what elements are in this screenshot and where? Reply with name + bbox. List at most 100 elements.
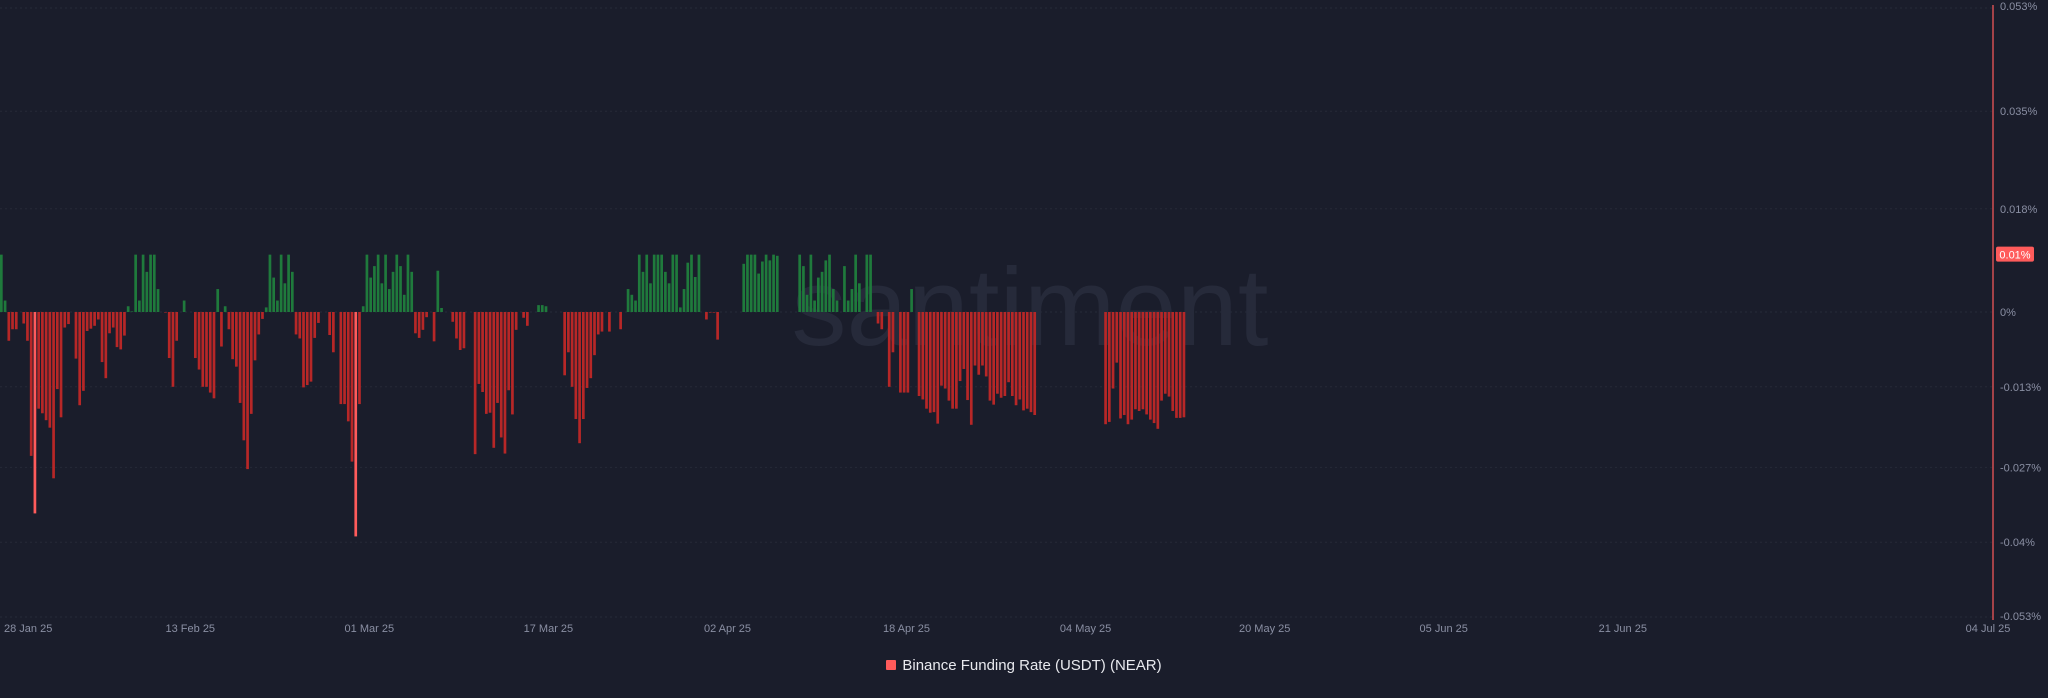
funding-rate-bar[interactable]	[93, 312, 96, 326]
funding-rate-bar[interactable]	[149, 254, 152, 312]
funding-rate-bar[interactable]	[391, 271, 395, 312]
funding-rate-bar[interactable]	[962, 312, 966, 369]
funding-rate-bar[interactable]	[212, 312, 216, 399]
funding-rate-bar[interactable]	[928, 312, 932, 413]
funding-rate-bar[interactable]	[1141, 312, 1145, 410]
funding-rate-bar[interactable]	[880, 312, 884, 330]
funding-rate-bar[interactable]	[761, 261, 764, 312]
funding-rate-bar[interactable]	[809, 254, 813, 312]
funding-rate-bar[interactable]	[835, 300, 839, 312]
funding-rate-bar[interactable]	[11, 312, 14, 330]
funding-rate-bar[interactable]	[526, 312, 529, 326]
funding-rate-bar[interactable]	[1137, 312, 1141, 411]
funding-rate-bar[interactable]	[503, 312, 507, 454]
funding-rate-bar[interactable]	[660, 254, 663, 312]
funding-rate-bar[interactable]	[570, 312, 574, 387]
funding-rate-bar[interactable]	[630, 294, 634, 312]
funding-rate-bar[interactable]	[302, 312, 305, 388]
funding-rate-bar[interactable]	[59, 312, 63, 418]
funding-rate-bar[interactable]	[943, 312, 947, 389]
funding-rate-bar[interactable]	[984, 312, 988, 377]
funding-rate-bar[interactable]	[242, 312, 246, 441]
funding-rate-bar[interactable]	[7, 312, 11, 341]
funding-rate-bar[interactable]	[1115, 312, 1119, 363]
funding-rate-bar[interactable]	[332, 312, 335, 353]
funding-rate-bar[interactable]	[1003, 312, 1007, 397]
funding-rate-bar[interactable]	[1160, 312, 1163, 401]
funding-rate-bar[interactable]	[343, 312, 346, 405]
funding-rate-bar[interactable]	[511, 312, 514, 415]
funding-rate-bar[interactable]	[484, 312, 488, 414]
funding-rate-bar[interactable]	[753, 254, 757, 312]
funding-rate-bar[interactable]	[384, 254, 387, 312]
funding-rate-bar[interactable]	[227, 312, 231, 330]
chart-legend[interactable]: Binance Funding Rate (USDT) (NEAR)	[0, 656, 2048, 676]
funding-rate-bar[interactable]	[130, 311, 134, 312]
funding-rate-bar[interactable]	[26, 312, 29, 341]
funding-rate-bar[interactable]	[317, 312, 320, 323]
funding-rate-bar[interactable]	[272, 277, 276, 312]
funding-rate-bar[interactable]	[175, 312, 179, 341]
funding-rate-bar[interactable]	[708, 312, 712, 313]
funding-rate-bar[interactable]	[138, 300, 141, 312]
funding-rate-bar[interactable]	[365, 254, 369, 312]
funding-rate-bar[interactable]	[197, 312, 201, 370]
funding-rate-bar[interactable]	[1126, 312, 1130, 425]
funding-rate-bar[interactable]	[999, 312, 1003, 398]
funding-rate-bar[interactable]	[802, 266, 805, 312]
funding-rate-bar[interactable]	[1033, 312, 1037, 416]
funding-rate-bar[interactable]	[567, 312, 570, 353]
funding-rate-bar[interactable]	[346, 312, 350, 422]
funding-rate-bar[interactable]	[488, 312, 492, 413]
funding-rate-bar[interactable]	[798, 254, 802, 312]
funding-rate-bar[interactable]	[1022, 312, 1025, 411]
funding-rate-bar[interactable]	[52, 312, 55, 479]
funding-rate-bar[interactable]	[108, 312, 111, 334]
funding-rate-bar[interactable]	[1107, 312, 1111, 422]
funding-rate-bar[interactable]	[1119, 312, 1122, 419]
funding-rate-bar[interactable]	[410, 271, 414, 312]
funding-rate-bar[interactable]	[235, 312, 238, 367]
funding-rate-bar[interactable]	[1156, 312, 1160, 429]
funding-rate-bar[interactable]	[253, 312, 257, 361]
funding-rate-bar[interactable]	[600, 312, 604, 332]
funding-rate-bar[interactable]	[417, 312, 421, 338]
funding-rate-bar[interactable]	[1182, 312, 1186, 418]
funding-rate-bar[interactable]	[499, 312, 503, 438]
funding-rate-bar[interactable]	[768, 260, 772, 312]
funding-rate-bar[interactable]	[387, 289, 391, 312]
funding-rate-bar[interactable]	[156, 289, 160, 312]
funding-rate-bar[interactable]	[238, 312, 242, 403]
funding-rate-bar[interactable]	[1025, 312, 1029, 409]
funding-rate-bar[interactable]	[100, 312, 104, 363]
funding-rate-bar[interactable]	[645, 254, 649, 312]
funding-rate-bar[interactable]	[126, 306, 130, 312]
funding-rate-bar[interactable]	[458, 312, 462, 350]
funding-rate-bar[interactable]	[134, 254, 137, 312]
funding-rate-bar[interactable]	[67, 312, 70, 325]
funding-rate-bar[interactable]	[164, 312, 167, 313]
funding-rate-bar[interactable]	[358, 312, 361, 405]
funding-rate-bar[interactable]	[492, 312, 496, 448]
funding-rate-bar[interactable]	[988, 312, 992, 401]
funding-rate-bar[interactable]	[574, 312, 578, 420]
funding-rate-bar[interactable]	[1111, 312, 1115, 389]
funding-rate-bar[interactable]	[537, 305, 540, 312]
funding-rate-bar[interactable]	[816, 277, 820, 312]
funding-rate-bar[interactable]	[268, 254, 272, 312]
funding-rate-bar[interactable]	[966, 312, 969, 401]
funding-rate-bar[interactable]	[287, 254, 290, 312]
funding-rate-bar[interactable]	[48, 312, 52, 428]
funding-rate-bar[interactable]	[746, 254, 749, 312]
funding-rate-bar[interactable]	[1167, 312, 1171, 397]
funding-rate-bar[interactable]	[3, 300, 7, 312]
funding-rate-bar[interactable]	[414, 312, 417, 334]
funding-rate-bar[interactable]	[481, 312, 484, 392]
funding-rate-bar[interactable]	[656, 254, 660, 312]
funding-rate-bar[interactable]	[276, 300, 279, 312]
funding-rate-bar[interactable]	[89, 312, 93, 329]
funding-rate-bar[interactable]	[671, 254, 675, 312]
funding-rate-bar[interactable]	[697, 254, 701, 312]
funding-rate-bar[interactable]	[828, 254, 831, 312]
funding-rate-bar[interactable]	[425, 312, 428, 318]
